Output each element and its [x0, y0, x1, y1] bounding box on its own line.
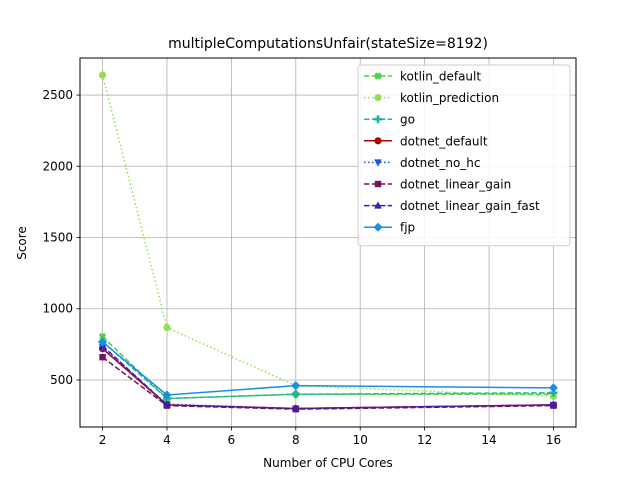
x-tick-label: 16	[546, 433, 561, 447]
plot-area-frame	[79, 57, 577, 428]
legend-marker-dotnet_linear_gain_fast	[374, 201, 382, 209]
data-point-fjp	[98, 337, 107, 347]
x-tick-label: 4	[163, 433, 171, 447]
data-point-dotnet_linear_gain_fast	[549, 400, 558, 408]
y-axis-ticks: 500 1000 1500 2000 2500	[42, 88, 80, 387]
data-point-dotnet_linear_gain	[99, 353, 106, 361]
series-layer	[98, 71, 558, 413]
data-point-go	[291, 390, 300, 399]
legend-label-kotlin_prediction: kotlin_prediction	[400, 91, 499, 105]
legend-label-kotlin_default: kotlin_default	[400, 70, 481, 84]
x-axis-label: Number of CPU Cores	[263, 456, 393, 470]
data-point-dotnet_linear_gain_fast	[163, 400, 171, 408]
data-point-fjp	[549, 383, 558, 393]
data-point-kotlin_default	[98, 332, 107, 341]
x-tick-label: 14	[481, 433, 496, 447]
chart-title: multipleComputationsUnfair(stateSize=819…	[168, 36, 488, 52]
legend-marker-kotlin_default-shape	[374, 72, 382, 80]
series-dotnet_linear_gain_fast	[98, 341, 558, 412]
legend-marker-fjp	[373, 222, 383, 232]
data-point-kotlin_prediction	[98, 71, 107, 79]
legend-label-go: go	[400, 113, 415, 127]
x-tick-label: 12	[417, 433, 432, 447]
y-tick-label: 2000	[42, 159, 73, 173]
legend-marker-dotnet_no_hc	[374, 159, 382, 167]
data-point-kotlin_prediction	[163, 323, 171, 332]
legend-marker-go	[374, 115, 382, 124]
y-axis-label: Score	[15, 226, 29, 260]
x-tick-label: 6	[228, 433, 236, 447]
legend-label-dotnet_linear_gain: dotnet_linear_gain	[400, 178, 511, 192]
data-point-fjp	[291, 381, 301, 391]
x-tick-label: 2	[99, 433, 107, 447]
legend-marker-dotnet_default	[374, 137, 382, 145]
legend-label-dotnet_default: dotnet_default	[400, 134, 488, 148]
series-fjp	[98, 337, 558, 400]
data-point-kotlin_default-shape	[98, 332, 107, 341]
y-tick-label: 1000	[42, 302, 73, 316]
legend-label-dotnet_no_hc: dotnet_no_hc	[400, 156, 481, 170]
legend-label-fjp: fjp	[400, 221, 415, 235]
legend-frame	[357, 64, 571, 247]
x-axis-ticks: 2 4 6 8 10 12 14 16	[99, 427, 561, 447]
data-point-dotnet_linear_gain_fast	[291, 404, 300, 412]
y-tick-label: 2500	[42, 88, 73, 102]
y-tick-label: 1500	[42, 231, 73, 245]
x-tick-label: 8	[292, 433, 300, 447]
series-line-dotnet_linear_gain_fast	[102, 345, 554, 410]
y-tick-label: 500	[50, 373, 73, 387]
legend-marker-dotnet_linear_gain	[374, 180, 382, 188]
series-line-go	[102, 340, 554, 400]
legend-marker-kotlin_default	[374, 72, 382, 80]
legend-label-dotnet_linear_gain_fast: dotnet_linear_gain_fast	[400, 199, 540, 213]
data-point-go	[549, 388, 558, 397]
x-tick-label: 10	[353, 433, 368, 447]
series-line-fjp	[102, 341, 554, 396]
legend-marker-kotlin_prediction	[374, 94, 382, 102]
data-point-fjp	[162, 390, 172, 400]
